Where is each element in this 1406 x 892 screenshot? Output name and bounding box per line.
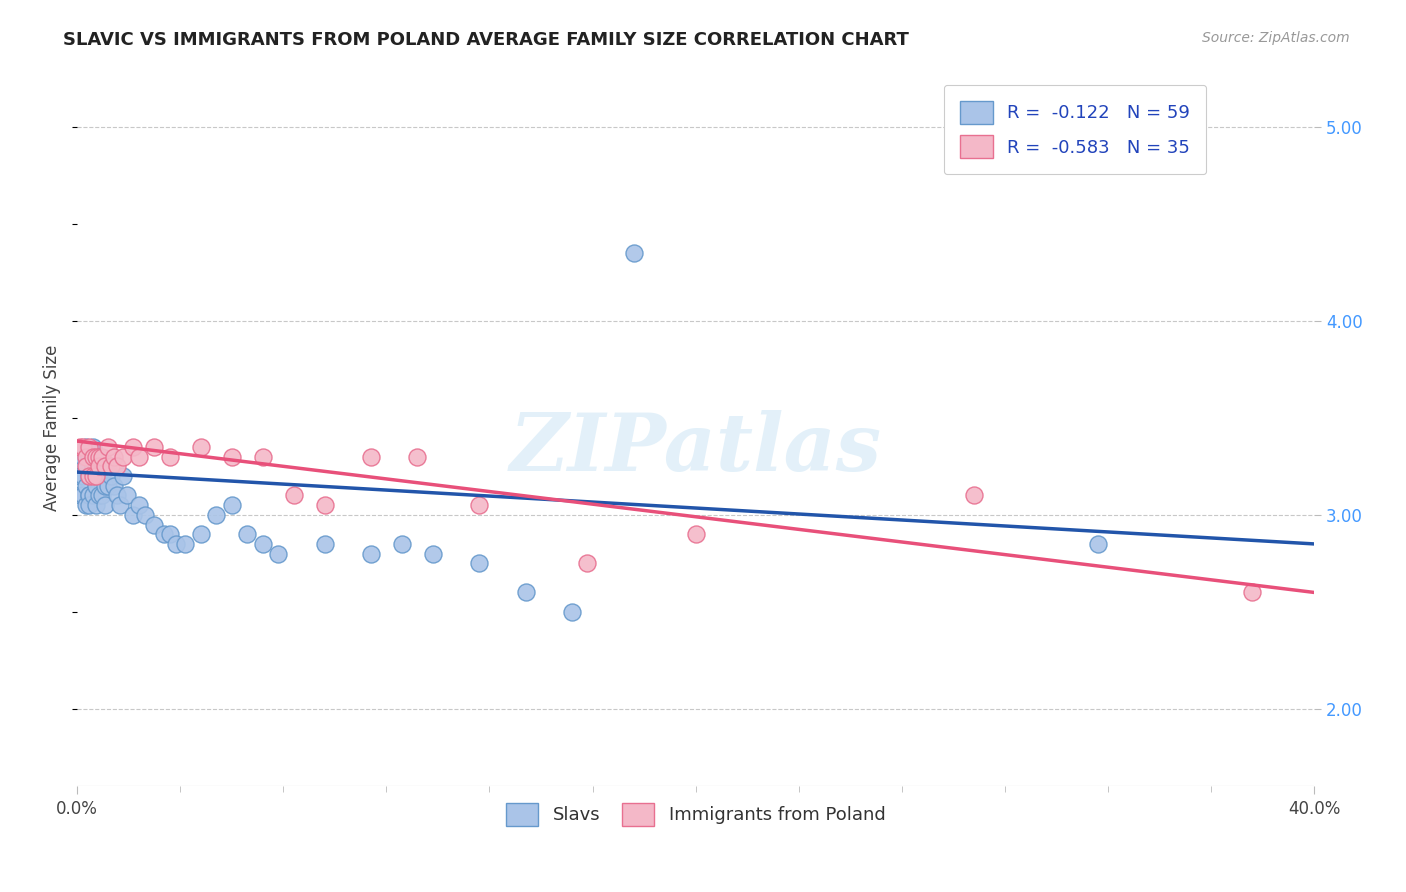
Point [128, 498, 150, 512]
Text: Source: ZipAtlas.com: Source: ZipAtlas.com [1202, 31, 1350, 45]
Point [159, 527, 181, 541]
Point [87, 459, 110, 474]
Point [79, 450, 101, 464]
Point [103, 450, 125, 464]
Point [75, 479, 97, 493]
Point [623, 245, 645, 260]
Point [143, 440, 166, 454]
Point [94, 498, 117, 512]
Point [97, 459, 120, 474]
Point [82, 469, 104, 483]
Point [205, 508, 228, 522]
Point [90, 469, 112, 483]
Point [112, 450, 135, 464]
Point [121, 440, 143, 454]
Point [190, 440, 212, 454]
Point [72, 450, 94, 464]
Point [121, 508, 143, 522]
Point [561, 605, 583, 619]
Point [79, 498, 101, 512]
Point [87, 488, 110, 502]
Point [110, 498, 132, 512]
Legend: Slavs, Immigrants from Poland: Slavs, Immigrants from Poland [496, 794, 894, 835]
Point [252, 450, 274, 464]
Point [468, 557, 491, 571]
Point [79, 469, 101, 483]
Point [174, 537, 197, 551]
Point [221, 450, 243, 464]
Point [252, 537, 274, 551]
Point [90, 488, 112, 502]
Point [267, 547, 290, 561]
Point [94, 479, 117, 493]
Point [391, 537, 413, 551]
Point [685, 527, 707, 541]
Point [314, 537, 336, 551]
Point [82, 450, 104, 464]
Point [152, 527, 174, 541]
Point [75, 459, 97, 474]
Point [1087, 537, 1109, 551]
Point [69, 440, 91, 454]
Point [159, 450, 181, 464]
Point [283, 488, 305, 502]
Point [72, 488, 94, 502]
Point [72, 469, 94, 483]
Point [97, 440, 120, 454]
Point [79, 488, 101, 502]
Point [84, 459, 107, 474]
Point [143, 517, 166, 532]
Point [165, 537, 187, 551]
Y-axis label: Average Family Size: Average Family Size [44, 344, 60, 511]
Text: SLAVIC VS IMMIGRANTS FROM POLAND AVERAGE FAMILY SIZE CORRELATION CHART: SLAVIC VS IMMIGRANTS FROM POLAND AVERAGE… [63, 31, 910, 49]
Point [963, 488, 986, 502]
Point [75, 450, 97, 464]
Point [468, 498, 491, 512]
Point [69, 488, 91, 502]
Point [87, 450, 110, 464]
Point [79, 488, 101, 502]
Point [82, 440, 104, 454]
Point [75, 440, 97, 454]
Point [1241, 585, 1264, 599]
Point [79, 440, 101, 454]
Point [82, 488, 104, 502]
Point [90, 450, 112, 464]
Point [134, 508, 156, 522]
Point [82, 459, 104, 474]
Point [82, 469, 104, 483]
Point [100, 459, 122, 474]
Point [115, 488, 138, 502]
Point [314, 498, 336, 512]
Point [236, 527, 259, 541]
Point [75, 459, 97, 474]
Point [105, 488, 128, 502]
Point [221, 498, 243, 512]
Point [79, 469, 101, 483]
Point [75, 498, 97, 512]
Point [360, 547, 382, 561]
Point [576, 557, 599, 571]
Point [100, 469, 122, 483]
Point [84, 498, 107, 512]
Point [515, 585, 537, 599]
Point [103, 479, 125, 493]
Point [72, 440, 94, 454]
Point [87, 469, 110, 483]
Point [112, 469, 135, 483]
Point [94, 459, 117, 474]
Point [128, 450, 150, 464]
Point [84, 450, 107, 464]
Point [406, 450, 429, 464]
Point [105, 459, 128, 474]
Point [190, 527, 212, 541]
Text: ZIPatlas: ZIPatlas [509, 410, 882, 488]
Point [360, 450, 382, 464]
Point [84, 479, 107, 493]
Point [87, 450, 110, 464]
Point [84, 469, 107, 483]
Point [97, 479, 120, 493]
Point [422, 547, 444, 561]
Point [69, 469, 91, 483]
